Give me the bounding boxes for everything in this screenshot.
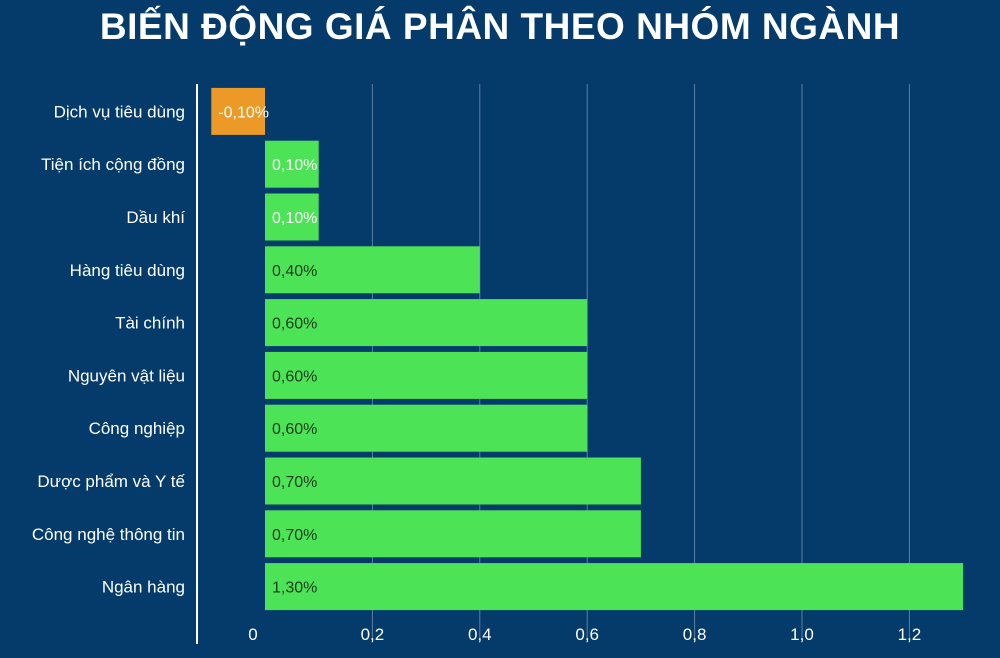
x-tick-label: 1,0 [790, 625, 814, 644]
bar [265, 246, 480, 294]
labels: 0 0,2 0,4 0,6 0,8 1,0 1,2 Dịch vụ tiêu dùng -0,1… [32, 102, 921, 644]
chart-title: BIẾN ĐỘNG GIÁ PHÂN THEO NHÓM NGÀNH [99, 6, 901, 47]
category-label: Tài chính [115, 314, 185, 333]
bar [265, 140, 319, 188]
data-label: 0,60% [272, 421, 317, 438]
x-tick-label: 0,6 [575, 625, 599, 644]
bar [265, 193, 319, 241]
bar [265, 510, 641, 558]
data-label: -0,10% [218, 104, 269, 121]
data-label: 0,60% [272, 368, 317, 385]
category-label: Dịch vụ tiêu dùng [54, 102, 185, 121]
bar [265, 351, 588, 399]
data-label: 0,60% [272, 316, 317, 333]
x-tick-label: 0,4 [468, 625, 492, 644]
x-tick-label: 0,8 [683, 625, 707, 644]
data-label: 0,70% [272, 474, 317, 491]
bar [265, 299, 588, 347]
x-tick-label: 0,2 [361, 625, 385, 644]
category-label: Công nghệ thông tin [32, 525, 185, 544]
bar [265, 563, 964, 611]
category-label: Hàng tiêu dùng [70, 261, 185, 280]
category-label: Dược phẩm và Y tế [37, 472, 185, 491]
data-label: 0,40% [272, 263, 317, 280]
bar [265, 457, 641, 505]
bars [211, 87, 964, 611]
data-label: 0,10% [272, 157, 317, 174]
data-label: 1,30% [272, 580, 317, 597]
x-tick-label: 0 [248, 625, 257, 644]
data-label: 0,10% [272, 210, 317, 227]
category-label: Ngân hàng [102, 578, 185, 597]
bar [211, 87, 265, 135]
bar [265, 404, 588, 452]
x-tick-label: 1,2 [898, 625, 922, 644]
category-label: Tiện ích cộng đồng [41, 155, 185, 174]
category-label: Dầu khí [126, 208, 185, 227]
category-label: Công nghiệp [89, 419, 185, 438]
data-label: 0,70% [272, 527, 317, 544]
category-label: Nguyên vật liệu [68, 366, 185, 385]
